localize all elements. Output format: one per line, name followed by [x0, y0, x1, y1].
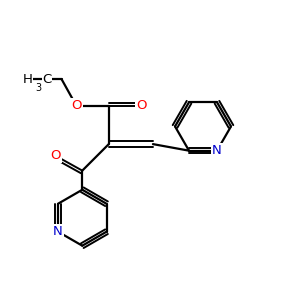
Text: O: O — [136, 99, 146, 112]
Text: H: H — [22, 73, 32, 86]
Text: O: O — [71, 99, 82, 112]
Text: N: N — [53, 225, 63, 238]
Text: C: C — [43, 73, 52, 86]
Text: O: O — [50, 149, 61, 162]
Text: 3: 3 — [36, 83, 42, 93]
Text: N: N — [212, 144, 222, 157]
